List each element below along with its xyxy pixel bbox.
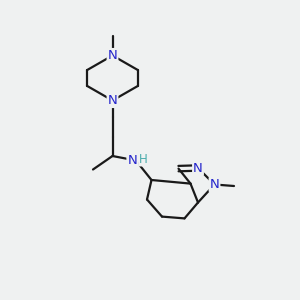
Text: N: N (108, 94, 117, 107)
Text: N: N (108, 49, 117, 62)
Text: H: H (139, 152, 148, 166)
Text: N: N (210, 178, 219, 191)
Text: N: N (193, 161, 203, 175)
Text: N: N (128, 154, 137, 167)
